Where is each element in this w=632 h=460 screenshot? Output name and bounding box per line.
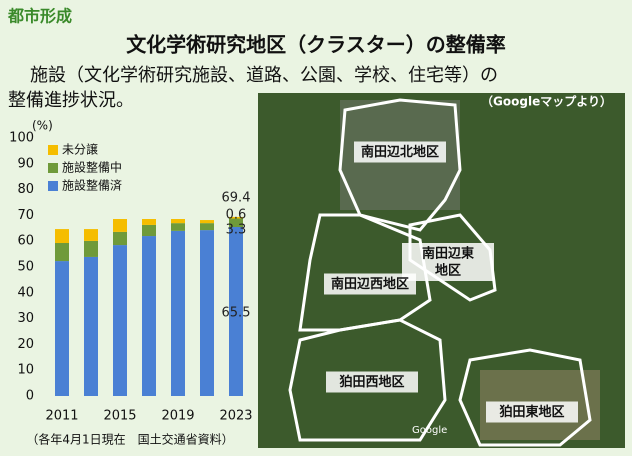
y-tick-label: 90 (17, 156, 34, 171)
bar-segment (171, 230, 185, 396)
y-tick-label: 0 (26, 389, 34, 404)
legend-label: 施設整備済 (62, 178, 122, 193)
total-label: 69.4 (222, 191, 251, 206)
title: 文化学術研究地区（クラスター）の整備率 (126, 33, 506, 57)
bar-segment (142, 236, 156, 396)
y-tick-label: 50 (17, 260, 34, 275)
map-label-box (326, 371, 418, 393)
chart-note: （各年4月1日現在 国土交通省資料） (26, 432, 233, 447)
y-tick-label: 70 (17, 208, 34, 223)
legend-label: 施設整備中 (62, 160, 122, 175)
bar-segment (113, 245, 127, 396)
data-label: 3.3 (226, 223, 247, 238)
bar-segment (171, 223, 185, 231)
bar-segment (142, 219, 156, 225)
bar-segment (55, 261, 69, 396)
bar-segment (113, 219, 127, 232)
bar-segment (84, 229, 98, 241)
map-label: 南田辺西地区 (331, 276, 409, 292)
bar-segment (200, 223, 214, 231)
map-label: 南田辺北地区 (361, 144, 439, 160)
data-label: 65.5 (222, 306, 251, 321)
bar-segment (200, 220, 214, 224)
y-tick-label: 60 (17, 234, 34, 249)
bar-segment (84, 240, 98, 257)
bar-segment (55, 229, 69, 244)
bar-segment (84, 256, 98, 396)
legend-swatch (48, 163, 58, 173)
map-label: 狛田西地区 (338, 374, 404, 390)
x-tick-label: 2023 (219, 409, 252, 424)
legend-swatch (48, 145, 58, 155)
map-label-box (402, 243, 494, 281)
bar-segment (55, 243, 69, 262)
map-label: 地区 (435, 263, 461, 279)
legend-label: 未分譲 (62, 142, 98, 157)
text-line: 施設（文化学術研究施設、道路、公園、学校、住宅等）の (30, 65, 498, 86)
bar-segment (229, 216, 243, 219)
data-label: 0.6 (226, 208, 247, 223)
y-tick-label: 10 (17, 363, 34, 378)
text-line: 整備進捗状況。 (8, 90, 134, 111)
y-tick-label: 40 (17, 285, 34, 300)
x-tick-label: 2019 (161, 409, 194, 424)
y-tick-label: 80 (17, 182, 34, 197)
y-unit: (%) (32, 119, 53, 133)
y-tick-label: 30 (17, 311, 34, 326)
x-tick-label: 2015 (103, 409, 136, 424)
bar-segment (229, 218, 243, 228)
y-tick-label: 20 (17, 337, 34, 352)
map-label-box (324, 273, 416, 295)
map-label-box (486, 401, 578, 423)
bar-segment (171, 219, 185, 224)
category: 都市形成 (7, 7, 72, 26)
map-label: 南田辺東 (422, 246, 474, 262)
y-tick-label: 100 (9, 131, 34, 146)
legend-swatch (48, 181, 58, 191)
map-credit: （Googleマップより） (481, 94, 612, 109)
bar-segment (200, 230, 214, 396)
x-tick-label: 2011 (45, 409, 78, 424)
map-logo: Google (412, 425, 447, 436)
bar-segment (142, 224, 156, 237)
bar-segment (229, 227, 243, 396)
map-label: 狛田東地区 (498, 404, 564, 420)
bar-segment (113, 231, 127, 246)
map-label-box (354, 141, 446, 163)
